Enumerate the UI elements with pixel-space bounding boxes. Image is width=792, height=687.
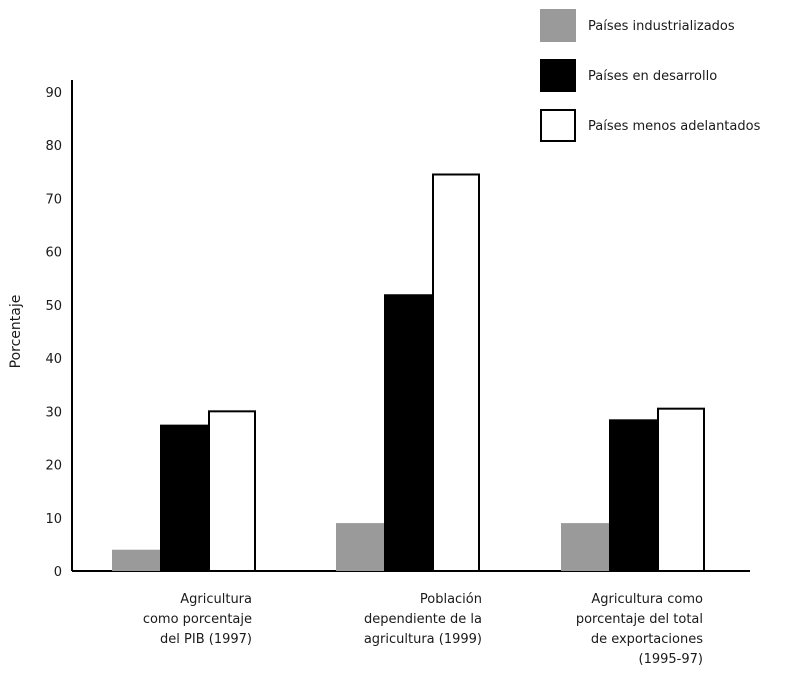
category-label: Agricultura <box>180 592 252 607</box>
legend-swatch <box>540 59 576 92</box>
bar-3-series-3 <box>657 407 705 572</box>
category-label: Población <box>420 592 482 607</box>
y-tick-label: 60 <box>45 246 62 261</box>
labels: Agricultura como porcentaje del PIB (1997)… <box>143 592 703 667</box>
category-label: del PIB (1997) <box>160 632 252 647</box>
y-tick-label: 50 <box>45 299 62 314</box>
bar-3-series-2 <box>609 419 657 571</box>
y-tick-label: 0 <box>54 565 62 580</box>
bar-1-series-1 <box>112 549 160 571</box>
y-tick-label: 10 <box>45 512 62 527</box>
legend-label: Países menos adelantados <box>588 119 761 134</box>
bar-1-series-2 <box>160 424 208 571</box>
bar-3-series-1 <box>561 523 609 571</box>
y-axis-title: Porcentaje <box>8 295 24 369</box>
category-label: como porcentaje <box>143 612 252 627</box>
y-tick-label: 40 <box>45 352 62 367</box>
category-label: dependiente de la <box>364 612 482 627</box>
category-label: agricultura (1999) <box>364 632 482 647</box>
category-label: porcentaje del total <box>576 612 703 627</box>
legend-label: Países en desarrollo <box>588 69 717 84</box>
y-tick-label: 80 <box>45 139 62 154</box>
bars <box>112 173 705 573</box>
legend-swatch <box>540 109 576 142</box>
bar-2-series-3 <box>432 173 480 572</box>
category-label: Agricultura como <box>591 592 703 607</box>
y-tick-label: 20 <box>45 459 62 474</box>
category-label: de exportaciones <box>591 632 703 647</box>
bar-2-series-1 <box>336 523 384 571</box>
legend-swatch <box>540 9 576 42</box>
y-tick-label: 70 <box>45 192 62 207</box>
legend-label: Países industrializados <box>588 19 735 34</box>
y-tick-label: 90 <box>45 86 62 101</box>
legend: Países industrializados Países en desarro… <box>540 9 761 142</box>
y-tick-label: 30 <box>45 405 62 420</box>
bar-1-series-3 <box>208 410 256 573</box>
bar-2-series-2 <box>384 294 432 571</box>
category-label: (1995-97) <box>639 652 703 667</box>
